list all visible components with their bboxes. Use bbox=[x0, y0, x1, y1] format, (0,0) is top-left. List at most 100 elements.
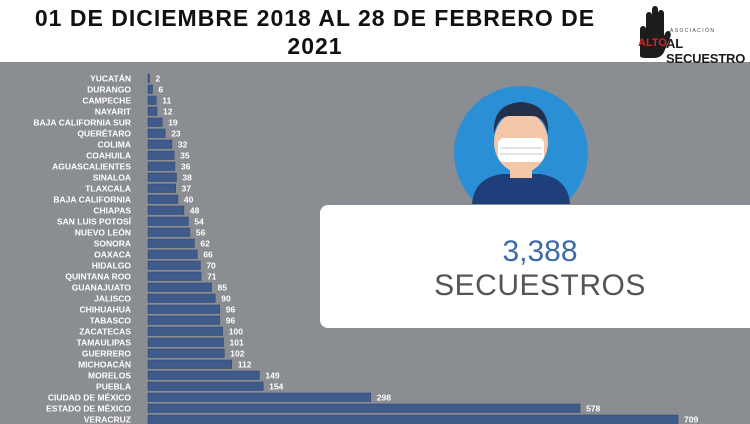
value-label: 6 bbox=[158, 85, 163, 95]
category-label: COAHUILA bbox=[86, 151, 131, 161]
category-label: NUEVO LEÓN bbox=[75, 227, 131, 238]
total-label: SECUESTROS bbox=[434, 269, 646, 302]
category-label: SAN LUIS POTOSÍ bbox=[57, 217, 132, 227]
category-label: VERACRUZ bbox=[84, 415, 131, 424]
value-label: 37 bbox=[182, 184, 192, 194]
value-label: 38 bbox=[182, 173, 192, 183]
logo-name: AL SECUESTRO bbox=[666, 36, 746, 66]
value-label: 101 bbox=[230, 338, 244, 348]
value-label: 32 bbox=[178, 140, 188, 150]
category-label: TABASCO bbox=[90, 316, 132, 326]
category-label: BAJA CALIFORNIA SUR bbox=[33, 118, 131, 128]
value-label: 12 bbox=[163, 107, 173, 117]
category-label: GUERRERO bbox=[82, 349, 132, 359]
category-label: ESTADO DE MÉXICO bbox=[46, 404, 131, 414]
value-label: 62 bbox=[200, 239, 210, 249]
value-label: 11 bbox=[162, 96, 171, 106]
bar bbox=[147, 414, 679, 424]
header: 01 DE DICIEMBRE 2018 AL 28 DE FEBRERO DE… bbox=[0, 0, 750, 66]
bar bbox=[147, 326, 224, 336]
total-card: 3,388 SECUESTROS bbox=[320, 205, 750, 328]
category-label: QUINTANA ROO bbox=[65, 272, 131, 282]
category-label: PUEBLA bbox=[96, 382, 131, 392]
value-label: 149 bbox=[265, 371, 279, 381]
bar bbox=[147, 117, 163, 127]
bar bbox=[147, 238, 195, 248]
logo-alto: ALTO bbox=[638, 37, 667, 49]
value-label: 112 bbox=[238, 360, 252, 370]
bar bbox=[147, 381, 264, 391]
bar bbox=[147, 370, 260, 380]
category-label: CHIHUAHUA bbox=[80, 305, 131, 315]
value-label: 56 bbox=[196, 228, 206, 238]
bar bbox=[147, 249, 198, 259]
category-label: COLIMA bbox=[97, 140, 131, 150]
bar bbox=[147, 84, 153, 94]
value-label: 70 bbox=[206, 261, 216, 271]
category-label: CIUDAD DE MÉXICO bbox=[48, 393, 132, 403]
bar bbox=[147, 359, 232, 369]
bar bbox=[147, 304, 221, 314]
bar bbox=[147, 227, 191, 237]
bar bbox=[147, 392, 372, 402]
category-label: NAYARIT bbox=[95, 107, 132, 117]
total-value: 3,388 bbox=[502, 235, 578, 268]
bar bbox=[147, 128, 166, 138]
bar bbox=[147, 216, 189, 226]
category-label: CAMPECHE bbox=[82, 96, 131, 106]
bar bbox=[147, 150, 175, 160]
value-label: 23 bbox=[171, 129, 181, 139]
value-label: 102 bbox=[230, 349, 244, 359]
category-label: CHIAPAS bbox=[93, 206, 131, 216]
value-label: 71 bbox=[207, 272, 217, 282]
category-label: GUANAJUATO bbox=[72, 283, 132, 293]
value-label: 40 bbox=[184, 195, 194, 205]
bar bbox=[147, 315, 221, 325]
page-title: 01 DE DICIEMBRE 2018 AL 28 DE FEBRERO DE… bbox=[34, 5, 596, 59]
bar bbox=[147, 271, 202, 281]
bar bbox=[147, 403, 581, 413]
category-label: TAMAULIPAS bbox=[77, 338, 132, 348]
bar bbox=[147, 139, 173, 149]
value-label: 2 bbox=[156, 74, 161, 84]
bar bbox=[147, 194, 179, 204]
category-label: OAXACA bbox=[94, 250, 131, 260]
value-label: 19 bbox=[168, 118, 178, 128]
value-label: 48 bbox=[190, 206, 200, 216]
category-label: MORELOS bbox=[88, 371, 131, 381]
category-label: BAJA CALIFORNIA bbox=[53, 195, 131, 205]
category-label: SINALOA bbox=[93, 173, 131, 183]
bar bbox=[147, 183, 176, 193]
value-label: 36 bbox=[181, 162, 191, 172]
bar bbox=[147, 293, 216, 303]
value-label: 35 bbox=[180, 151, 190, 161]
value-label: 100 bbox=[229, 327, 243, 337]
category-label: HIDALGO bbox=[92, 261, 132, 271]
bar bbox=[147, 73, 150, 83]
bar bbox=[147, 337, 224, 347]
value-label: 85 bbox=[218, 283, 228, 293]
category-label: TLAXCALA bbox=[85, 184, 131, 194]
category-label: AGUASCALIENTES bbox=[52, 162, 131, 172]
bar bbox=[147, 95, 157, 105]
logo-subtitle: ASOCIACIÓN bbox=[670, 28, 716, 34]
hand-stop-icon bbox=[640, 6, 671, 58]
category-label: DURANGO bbox=[87, 85, 131, 95]
value-label: 709 bbox=[684, 415, 698, 424]
bar bbox=[147, 161, 176, 171]
category-label: JALISCO bbox=[94, 294, 131, 304]
bar bbox=[147, 260, 201, 270]
category-label: QUERÉTARO bbox=[77, 129, 131, 139]
value-label: 154 bbox=[269, 382, 283, 392]
value-label: 54 bbox=[194, 217, 204, 227]
category-label: MICHOACÁN bbox=[78, 360, 131, 370]
value-label: 66 bbox=[203, 250, 213, 260]
value-label: 578 bbox=[586, 404, 600, 414]
bar bbox=[147, 348, 225, 358]
value-label: 96 bbox=[226, 305, 236, 315]
category-label: ZACATECAS bbox=[79, 327, 131, 337]
bar bbox=[147, 282, 212, 292]
bar bbox=[147, 172, 177, 182]
value-label: 96 bbox=[226, 316, 236, 326]
